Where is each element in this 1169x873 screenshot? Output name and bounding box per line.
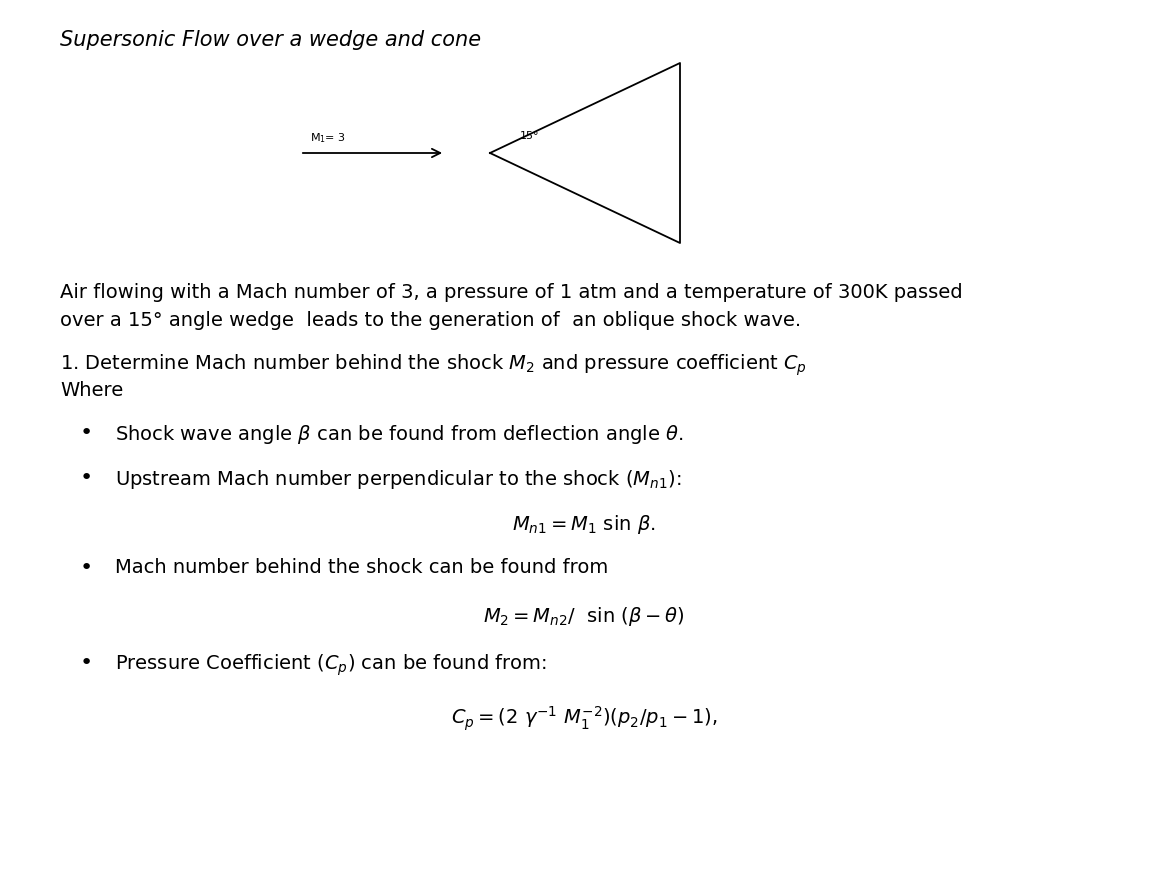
Text: $M_{n1} = M_1$ sin $\beta$.: $M_{n1} = M_1$ sin $\beta$. [512,513,656,536]
Text: Shock wave angle $\beta$ can be found from deflection angle $\theta$.: Shock wave angle $\beta$ can be found fr… [115,423,684,446]
Text: Pressure Coefficient ($C_p$) can be found from:: Pressure Coefficient ($C_p$) can be foun… [115,653,547,678]
Text: M$_1$= 3: M$_1$= 3 [310,131,346,145]
Text: Supersonic Flow over a wedge and cone: Supersonic Flow over a wedge and cone [60,30,482,50]
Text: Where: Where [60,381,123,400]
Text: $M_2 = M_{n2}$/  sin $(\beta - \theta)$: $M_2 = M_{n2}$/ sin $(\beta - \theta)$ [483,605,685,628]
Text: •: • [79,468,94,488]
Text: •: • [79,423,94,443]
Text: •: • [79,653,94,673]
Text: $C_p = (2\ \gamma^{-1}\ M_1^{-2})(p_2/p_1 - 1),$: $C_p = (2\ \gamma^{-1}\ M_1^{-2})(p_2/p_… [451,705,718,733]
Text: Upstream Mach number perpendicular to the shock ($M_{n1}$):: Upstream Mach number perpendicular to th… [115,468,682,491]
Text: Mach number behind the shock can be found from: Mach number behind the shock can be foun… [115,558,608,577]
Text: Air flowing with a Mach number of 3, a pressure of 1 atm and a temperature of 30: Air flowing with a Mach number of 3, a p… [60,283,962,302]
Text: over a 15° angle wedge  leads to the generation of  an oblique shock wave.: over a 15° angle wedge leads to the gene… [60,311,801,330]
Text: •: • [79,558,94,578]
Text: 15°: 15° [520,131,540,141]
Text: 1. Determine Mach number behind the shock $M_2$ and pressure coefficient $C_p$: 1. Determine Mach number behind the shoc… [60,353,807,379]
